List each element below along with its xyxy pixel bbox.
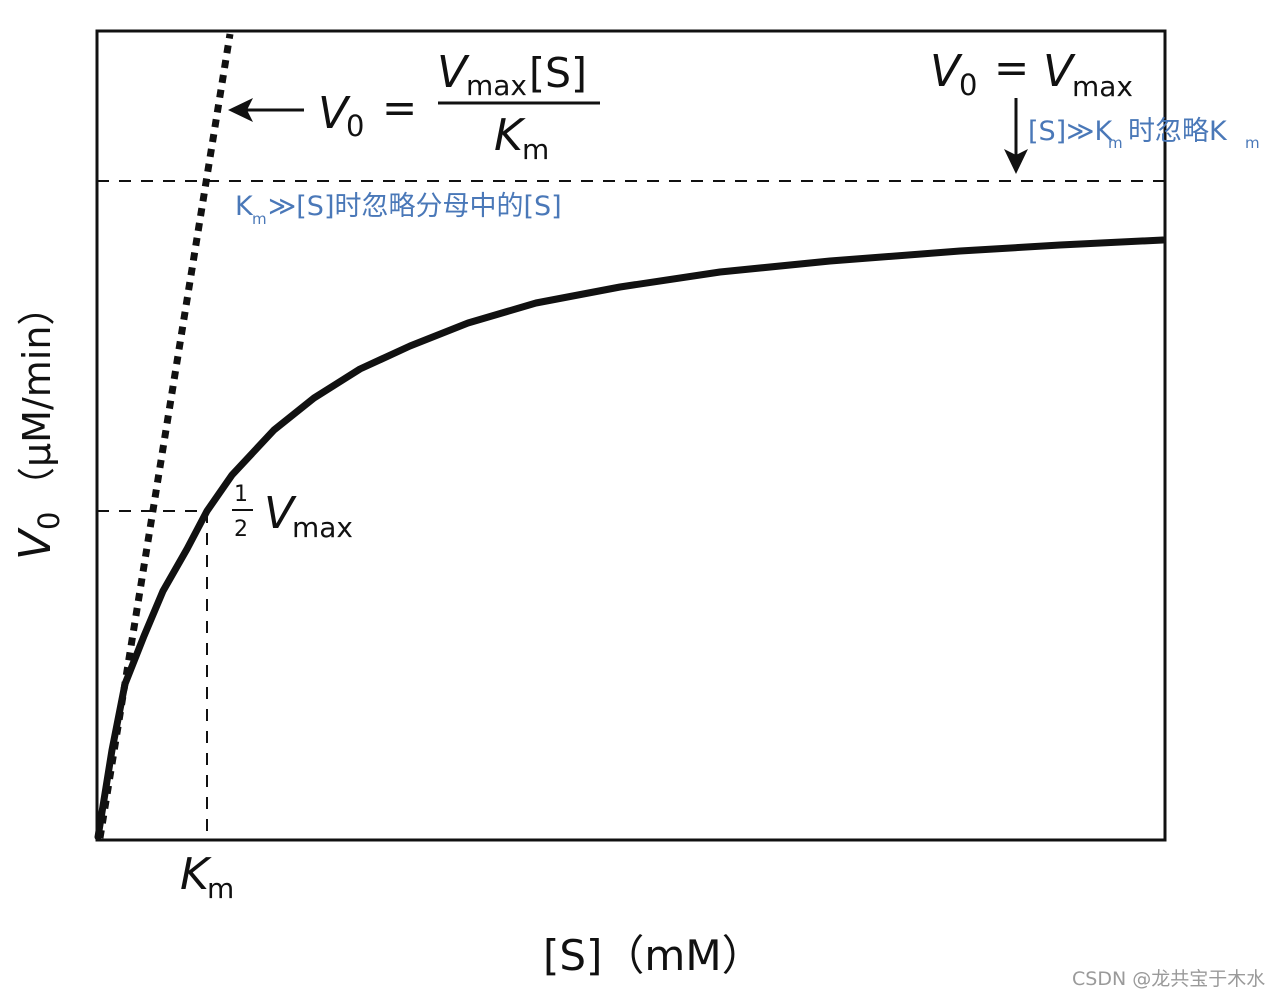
vmax-equation-rhs-subscript: max [1072,70,1133,103]
y-axis-unit: （μM/min） [15,288,59,505]
y-axis-v-subscript: 0 [32,512,66,530]
equation-denominator-k-subscript: m [522,133,549,166]
high-substrate-note-prefix: [S]≫K [1028,116,1113,147]
equation-numerator-v-symbol: V [437,47,470,98]
km-axis-subscript: m [207,872,234,905]
low-substrate-note-suffix: ≫[S]时忽略分母中的[S] [268,191,562,222]
left-arrow-icon [228,98,253,122]
equation-substrate-bracket: [S] [529,49,587,97]
x-axis-label: [S]（mM） [543,931,764,980]
half-fraction-numerator: 1 [234,482,248,507]
high-substrate-note: [S]≫K m 时忽略K m [1028,116,1260,152]
half-fraction-denominator: 2 [234,517,248,542]
low-substrate-note-prefix: K [235,191,254,222]
plot-frame [95,29,1167,842]
half-vmax-subscript: max [292,511,353,544]
down-arrow-icon [1004,149,1028,174]
source-watermark: CSDN @龙共宝于木水 [1072,968,1265,990]
y-axis-label: V 0 （μM/min） [10,288,66,560]
vmax-equation-equals-sign: = [994,43,1029,92]
vmax-equation-v-subscript: 0 [959,68,977,102]
equation-numerator-v-subscript: max [466,69,527,102]
km-axis-k-symbol: K [180,849,212,900]
equation-denominator-k-symbol: K [494,110,526,161]
high-substrate-note-subscript-2: m [1245,134,1260,152]
high-substrate-note-subscript-1: m [1108,134,1123,152]
low-substrate-note: K m ≫[S]时忽略分母中的[S] [235,191,562,228]
vmax-equation-v-symbol: V [930,46,963,97]
high-substrate-note-middle: 时忽略K [1128,116,1228,147]
michaelis-menten-curve [94,236,1167,841]
vmax-equation-rhs-v-symbol: V [1043,46,1076,97]
low-substrate-equation: V 0 = V max [S] K m [318,47,600,166]
high-substrate-equation: V 0 = V max [930,43,1133,103]
equation-v-subscript: 0 [346,109,364,143]
equation-equals-sign: = [382,83,417,132]
half-vmax-label: 1 2 V max [232,482,353,544]
equation-v-symbol: V [318,88,351,139]
half-vmax-v-symbol: V [264,488,297,539]
low-substrate-note-subscript: m [252,210,267,228]
y-axis-v-symbol: V [10,527,61,560]
